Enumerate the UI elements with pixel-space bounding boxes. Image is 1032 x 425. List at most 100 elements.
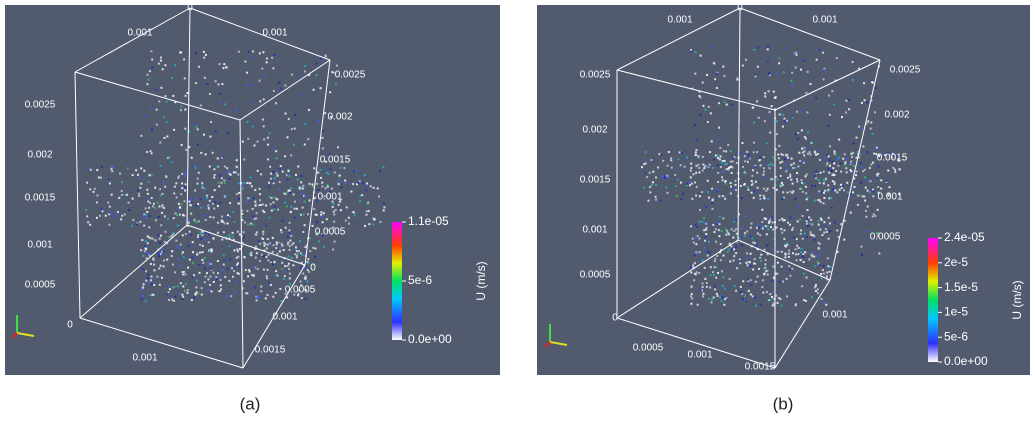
point: [826, 163, 828, 165]
point: [161, 253, 163, 255]
point: [772, 157, 774, 159]
point: [255, 217, 257, 219]
axis-label: 0: [612, 313, 618, 324]
point: [364, 174, 366, 176]
point: [220, 100, 222, 102]
point: [761, 209, 763, 211]
point: [149, 254, 151, 256]
point: [205, 54, 207, 56]
point: [750, 293, 752, 295]
point: [177, 285, 179, 287]
point: [719, 223, 721, 225]
point: [717, 157, 719, 159]
point: [894, 169, 896, 171]
point: [718, 229, 720, 231]
point: [262, 119, 264, 121]
point: [229, 245, 231, 247]
point: [276, 198, 278, 200]
point: [201, 251, 203, 253]
point: [722, 217, 724, 219]
point: [173, 217, 175, 219]
point: [109, 206, 111, 208]
point: [786, 168, 788, 170]
point: [243, 159, 245, 161]
point: [703, 229, 705, 231]
point: [760, 260, 762, 262]
point: [797, 165, 799, 167]
point: [213, 168, 215, 170]
point: [256, 212, 258, 214]
point: [256, 231, 258, 233]
axis-label: 0.001: [687, 350, 712, 361]
point: [206, 197, 208, 199]
point: [190, 204, 192, 206]
point: [188, 219, 190, 221]
point: [715, 277, 717, 279]
point: [793, 162, 795, 164]
point: [220, 284, 222, 286]
point: [805, 175, 807, 177]
point: [777, 262, 779, 264]
point: [798, 247, 800, 249]
point: [762, 279, 764, 281]
point: [201, 184, 203, 186]
point: [869, 191, 871, 193]
point: [275, 102, 277, 104]
point: [332, 249, 334, 251]
point: [690, 266, 692, 268]
point: [126, 194, 128, 196]
point: [708, 106, 710, 108]
point: [378, 195, 380, 197]
point: [763, 195, 765, 197]
point: [885, 180, 887, 182]
point: [223, 264, 225, 266]
point: [856, 170, 858, 172]
point: [209, 250, 211, 252]
point: [784, 120, 786, 122]
point: [255, 257, 257, 259]
point: [192, 251, 194, 253]
point: [704, 267, 706, 269]
point: [186, 92, 188, 94]
point: [723, 101, 725, 103]
point: [805, 300, 807, 302]
point: [154, 187, 156, 189]
point: [748, 154, 750, 156]
point: [285, 113, 287, 115]
point: [214, 189, 216, 191]
point: [742, 298, 744, 300]
point: [794, 198, 796, 200]
point: [843, 239, 845, 241]
point: [690, 272, 692, 274]
point: [188, 222, 190, 224]
point: [783, 71, 785, 73]
point: [236, 159, 238, 161]
point: [252, 224, 254, 226]
point: [323, 212, 325, 214]
point: [783, 118, 785, 120]
point: [261, 68, 263, 70]
point: [265, 256, 267, 258]
point: [294, 253, 296, 255]
point: [712, 199, 714, 201]
point: [707, 165, 709, 167]
point: [823, 197, 825, 199]
point: [152, 205, 154, 207]
point: [181, 173, 183, 175]
point: [821, 298, 823, 300]
point: [744, 295, 746, 297]
point: [665, 186, 667, 188]
point: [316, 183, 318, 185]
point: [873, 153, 875, 155]
point: [302, 185, 304, 187]
point: [716, 154, 718, 156]
point: [865, 216, 867, 218]
point: [146, 199, 148, 201]
point: [726, 104, 728, 106]
point: [771, 296, 773, 298]
point: [889, 186, 891, 188]
point: [690, 176, 692, 178]
point: [146, 151, 148, 153]
point: [250, 223, 252, 225]
point: [331, 188, 333, 190]
